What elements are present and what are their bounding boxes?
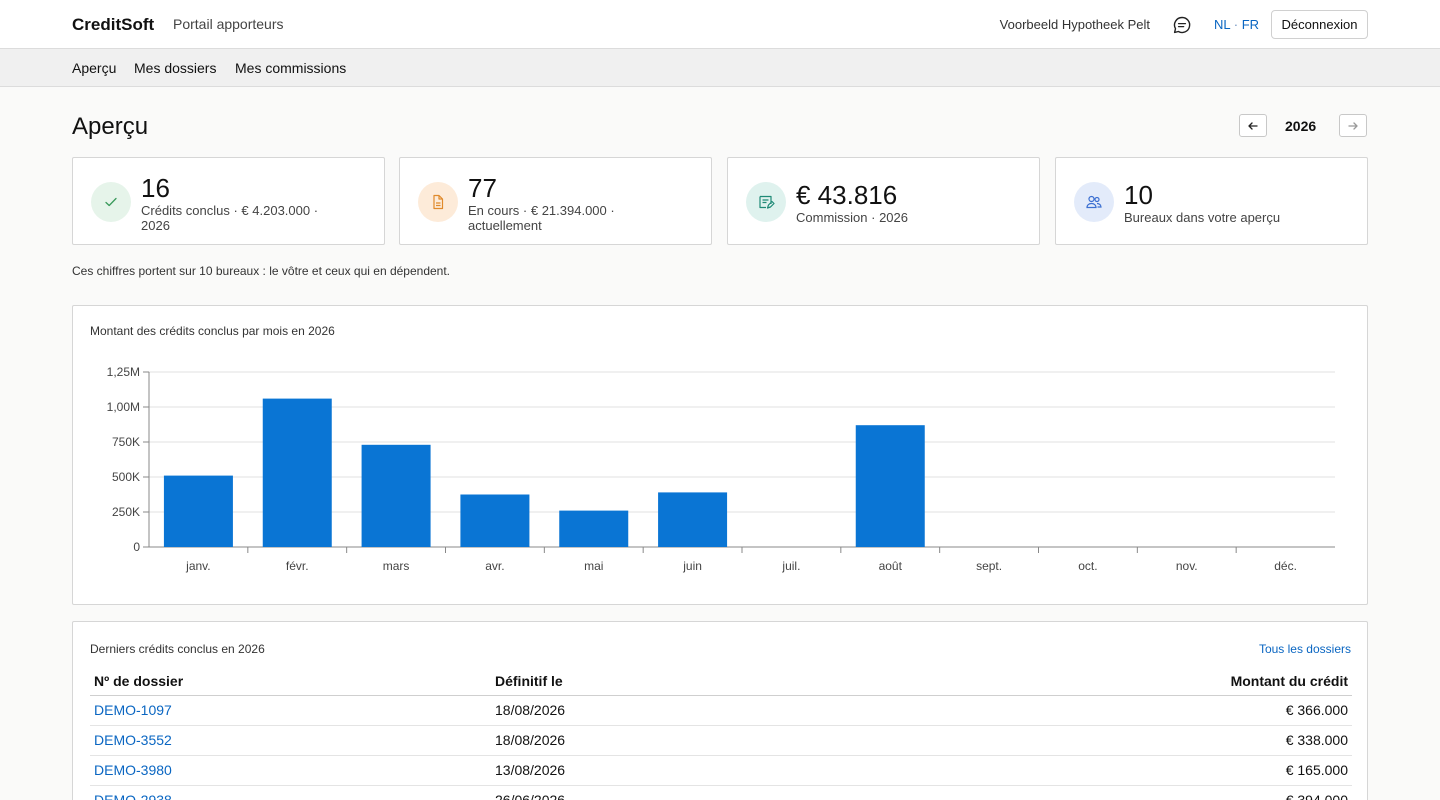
bar-juin	[658, 492, 728, 547]
stat-icon-bg	[91, 182, 131, 222]
y-tick-label: 1,25M	[107, 365, 140, 379]
scope-note: Ces chiffres portent sur 10 bureaux : le…	[72, 264, 451, 278]
lang-fr-link[interactable]: FR	[1241, 17, 1260, 32]
table-row: DEMO-3980 13/08/2026 € 165.000	[90, 755, 1352, 786]
stat-card-offices: 10 Bureaux dans votre aperçu	[1055, 157, 1368, 245]
x-tick-label: déc.	[1274, 559, 1297, 573]
column-header-final-date[interactable]: Définitif le	[491, 668, 822, 696]
credit-amount: € 338.000	[821, 725, 1352, 756]
year-label: 2026	[1285, 118, 1317, 134]
arrow-left-icon	[1248, 122, 1258, 130]
chart-title: Montant des crédits conclus par mois en …	[90, 324, 335, 338]
x-tick-label: mars	[383, 559, 410, 573]
bar-févr	[262, 398, 332, 547]
x-tick-label: oct.	[1078, 559, 1097, 573]
next-year-button[interactable]	[1339, 114, 1367, 137]
y-tick-label: 500K	[112, 470, 140, 484]
stat-value: 16	[141, 173, 170, 203]
bar-mars	[361, 444, 431, 547]
y-tick-label: 250K	[112, 505, 140, 519]
y-tick-label: 750K	[112, 435, 140, 449]
final-date: 18/08/2026	[491, 725, 822, 756]
stat-card-in-progress: 77 En cours · € 21.394.000 · actuellement	[399, 157, 712, 245]
y-tick-label: 1,00M	[107, 400, 140, 414]
arrow-right-icon	[1348, 122, 1358, 130]
bar-mai	[559, 510, 629, 547]
file-link[interactable]: DEMO-3980	[94, 762, 172, 778]
stat-value: € 43.816	[796, 180, 898, 210]
language-switch: NL · FR	[1214, 17, 1259, 32]
final-date: 26/06/2026	[491, 785, 822, 800]
portal-name: Portail apporteurs	[173, 16, 284, 32]
stat-label: Commission · 2026	[796, 210, 908, 225]
lang-separator: ·	[1230, 17, 1242, 32]
stat-card-commission: € 43.816 Commission · 2026	[727, 157, 1040, 245]
stat-label: Bureaux dans votre aperçu	[1124, 210, 1281, 225]
recent-credits-panel: Derniers crédits conclus en 2026 Tous le…	[72, 621, 1368, 800]
monthly-bar-chart: 0 250K 500K 750K 1,00M 1,25M janv. févr. mars avr…	[107, 365, 1335, 573]
table-row: DEMO-3552 18/08/2026 € 338.000	[90, 725, 1352, 756]
stat-card-concluded: 16 Crédits conclus · € 4.203.000 · 2026	[72, 157, 385, 245]
previous-year-button[interactable]	[1239, 114, 1267, 137]
final-date: 13/08/2026	[491, 755, 822, 786]
y-tick-label: 0	[133, 540, 140, 554]
final-date: 18/08/2026	[491, 695, 822, 726]
stat-label: En cours · € 21.394.000 · actuellement	[468, 203, 615, 233]
credit-amount: € 165.000	[821, 755, 1352, 786]
column-header-amount[interactable]: Montant du crédit	[821, 668, 1352, 696]
stat-icon-bg	[418, 182, 458, 222]
column-header-file-number[interactable]: Nº de dossier	[90, 668, 491, 696]
commission-icon	[759, 195, 775, 209]
stat-icon-bg	[746, 182, 786, 222]
logout-button[interactable]: Déconnexion	[1271, 10, 1368, 39]
recent-title: Derniers crédits conclus en 2026	[90, 642, 265, 656]
check-icon	[105, 197, 117, 207]
nav-item-my-files[interactable]: Mes dossiers	[134, 60, 217, 76]
file-link[interactable]: DEMO-1097	[94, 702, 172, 718]
stat-value: 10	[1124, 180, 1153, 210]
x-tick-label: mai	[584, 559, 603, 573]
table-header-row: Nº de dossier Définitif le Montant du cr…	[90, 668, 1352, 696]
x-tick-label: août	[879, 559, 903, 573]
x-tick-label: sept.	[976, 559, 1002, 573]
x-tick-label: juil.	[781, 559, 800, 573]
nav-item-overview[interactable]: Aperçu	[72, 60, 117, 76]
table-row: DEMO-1097 18/08/2026 € 366.000	[90, 695, 1352, 726]
bar-avr	[460, 494, 530, 547]
recent-credits-table: Nº de dossier Définitif le Montant du cr…	[90, 668, 1352, 800]
brand-logo[interactable]: CreditSoft	[72, 15, 155, 34]
nav-item-my-commissions[interactable]: Mes commissions	[235, 60, 347, 76]
file-link[interactable]: DEMO-2938	[94, 792, 172, 800]
stat-label: Crédits conclus · € 4.203.000 · 2026	[141, 203, 319, 233]
all-files-link[interactable]: Tous les dossiers	[1258, 642, 1351, 656]
people-icon	[1086, 195, 1102, 209]
x-tick-label: avr.	[485, 559, 504, 573]
bar-août	[855, 425, 925, 547]
office-name: Voorbeeld Hypotheek Pelt	[999, 17, 1150, 32]
top-bar: CreditSoft Portail apporteurs Voorbeeld …	[0, 0, 1440, 49]
x-tick-label: janv.	[185, 559, 210, 573]
main-nav: Aperçu Mes dossiers Mes commissions	[0, 49, 1440, 87]
x-tick-label: févr.	[286, 559, 309, 573]
x-tick-label: nov.	[1176, 559, 1198, 573]
file-link[interactable]: DEMO-3552	[94, 732, 172, 748]
page-title: Aperçu	[72, 113, 149, 140]
stat-value: 77	[468, 173, 497, 203]
stat-icon-bg	[1074, 182, 1114, 222]
lang-nl-link[interactable]: NL	[1214, 17, 1231, 32]
credit-amount: € 394.000	[821, 785, 1352, 800]
credit-amount: € 366.000	[821, 695, 1352, 726]
table-row: DEMO-2938 26/06/2026 € 394.000	[90, 785, 1352, 800]
chat-icon[interactable]	[1172, 15, 1192, 35]
bar-janv	[163, 475, 233, 547]
document-icon	[433, 194, 444, 210]
x-tick-label: juin	[682, 559, 702, 573]
monthly-chart-panel: Montant des crédits conclus par mois en …	[72, 305, 1368, 605]
